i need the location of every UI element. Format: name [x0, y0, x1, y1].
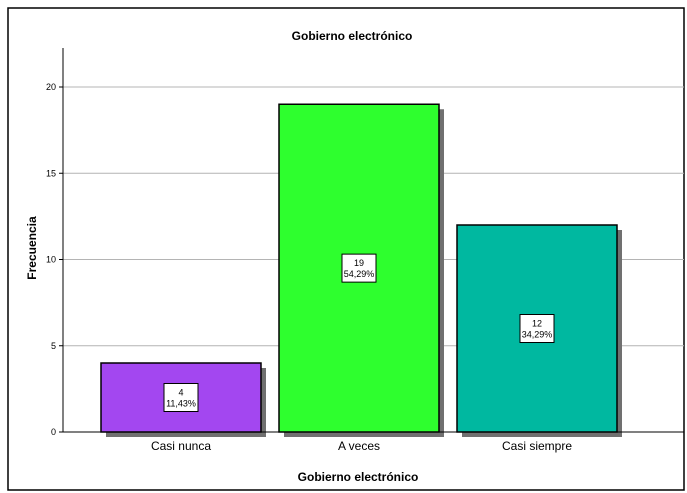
data-label-box-0 [163, 383, 199, 412]
y-tick-label-4: 20 [46, 82, 56, 92]
y-tick-label-2: 10 [46, 255, 56, 265]
x-category-label-2: Casi siempre [502, 439, 572, 453]
x-axis-category-labels: Casi nunca A veces Casi siempre [151, 439, 572, 453]
x-category-label-0: Casi nunca [151, 439, 211, 453]
y-tick-label-0: 0 [51, 427, 56, 437]
data-label-box-1 [341, 253, 377, 283]
y-tick-label-3: 15 [46, 168, 56, 178]
data-label-percent-2: 34,29% [522, 330, 553, 340]
data-label-count-2: 12 [532, 319, 542, 329]
x-category-label-1: A veces [338, 439, 380, 453]
data-label-count-0: 4 [178, 388, 183, 398]
chart-title: Gobierno electrónico [292, 29, 413, 43]
y-tick-label-1: 5 [51, 341, 56, 351]
y-axis-ticks: 0 5 10 15 20 [46, 82, 63, 437]
data-label-percent-0: 11,43% [166, 399, 196, 409]
y-axis-title: Frecuencia [25, 216, 39, 280]
data-label-box-2 [519, 314, 555, 343]
data-label-count-1: 19 [354, 258, 364, 268]
data-label-percent-1: 54,29% [344, 269, 375, 279]
x-axis-title: Gobierno electrónico [298, 470, 419, 484]
